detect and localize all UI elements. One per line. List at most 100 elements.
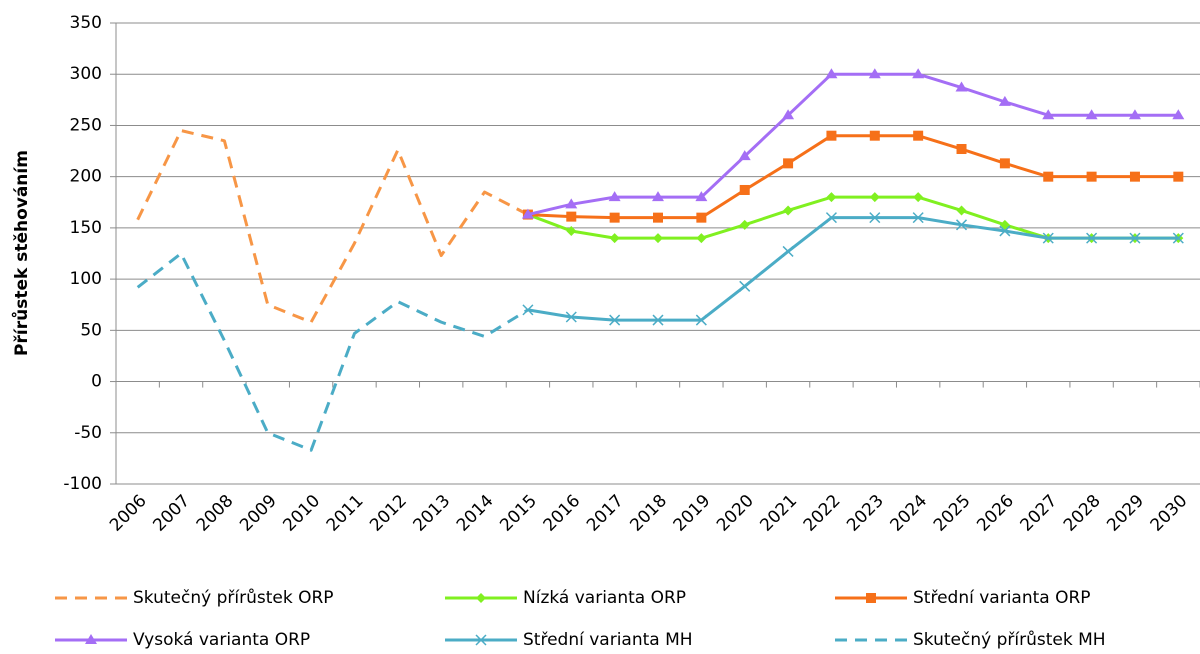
marker [653, 233, 663, 244]
marker [782, 109, 795, 120]
marker [913, 130, 924, 141]
marker [999, 219, 1010, 230]
x-tick-label: 2006 [106, 491, 151, 536]
marker [1172, 232, 1184, 244]
marker [1043, 171, 1054, 182]
marker [696, 233, 707, 244]
x-tick-label: 2022 [800, 491, 845, 536]
marker [1042, 232, 1054, 244]
marker [85, 634, 97, 644]
y-tick-label: 250 [70, 115, 102, 135]
marker [1042, 109, 1055, 120]
marker [522, 304, 534, 316]
marker [869, 130, 880, 141]
x-tick-label: 2017 [583, 491, 628, 536]
series-line [527, 216, 1179, 322]
x-tick-label: 2021 [756, 491, 801, 536]
x-tick-label: 2019 [670, 491, 715, 536]
x-tick-label: 2023 [843, 491, 888, 536]
marker [1129, 232, 1141, 244]
marker [609, 212, 620, 223]
y-tick-label: 300 [70, 64, 102, 84]
x-tick-label: 2011 [323, 491, 368, 536]
marker [652, 314, 664, 326]
x-tick-label: 2008 [193, 491, 238, 536]
x-tick-label: 2018 [626, 491, 671, 536]
x-tick-label: 2026 [973, 491, 1018, 536]
marker [999, 158, 1010, 169]
y-tick-label: -100 [63, 474, 102, 494]
marker [912, 68, 925, 79]
x-tick-label: 2009 [236, 491, 281, 536]
legend-label: Střední varianta MH [523, 630, 693, 650]
marker [695, 314, 707, 326]
marker [609, 314, 621, 326]
x-tick-label: 2020 [713, 491, 758, 536]
marker [653, 212, 663, 223]
marker [826, 192, 837, 203]
marker [738, 150, 751, 161]
y-tick-label: 0 [91, 372, 102, 392]
marker [783, 158, 794, 169]
marker [866, 593, 876, 603]
y-tick-label: -50 [74, 423, 102, 443]
series-line [136, 129, 529, 324]
marker [739, 219, 750, 230]
marker [475, 634, 487, 646]
x-tick-label: 2015 [496, 491, 541, 536]
marker [955, 81, 968, 92]
x-tick-label: 2013 [410, 491, 455, 536]
legend-marker [85, 634, 97, 644]
y-tick-label: 150 [70, 218, 102, 238]
marker [1173, 171, 1184, 182]
y-tick-label: 350 [70, 13, 102, 33]
x-tick-label: 2025 [930, 491, 975, 536]
marker [956, 144, 967, 155]
x-tick-label: 2029 [1103, 491, 1148, 536]
legend-label: Skutečný přírůstek ORP [133, 588, 334, 608]
x-tick-label: 2030 [1147, 491, 1192, 536]
marker [999, 225, 1011, 237]
x-tick-label: 2016 [540, 491, 585, 536]
marker [912, 212, 924, 224]
marker [1129, 171, 1140, 182]
x-tick-label: 2028 [1060, 491, 1105, 536]
y-tick-label: 50 [80, 320, 102, 340]
marker [652, 191, 664, 202]
legend-label: Nízká varianta ORP [523, 588, 686, 608]
marker [825, 68, 838, 79]
marker [739, 280, 751, 292]
series-line [136, 252, 529, 452]
marker [695, 191, 708, 202]
marker [609, 233, 620, 244]
marker [869, 212, 881, 224]
legend-label: Střední varianta ORP [913, 588, 1091, 608]
marker [566, 225, 577, 236]
legend-marker [476, 593, 486, 603]
marker [783, 205, 794, 216]
legend-marker [866, 593, 876, 603]
marker [826, 130, 837, 141]
marker [566, 211, 577, 222]
x-tick-label: 2024 [886, 491, 931, 536]
x-tick-label: 2012 [366, 491, 411, 536]
y-axis-label: Přírůstek stěhováním [10, 150, 32, 356]
series-line [527, 72, 1179, 217]
marker [782, 245, 794, 257]
x-tick-label: 2027 [1017, 491, 1062, 536]
x-tick-label: 2010 [279, 491, 324, 536]
legend-label: Vysoká varianta ORP [133, 630, 310, 650]
marker [825, 212, 837, 224]
legend-label: Skutečný přírůstek MH [913, 630, 1106, 650]
marker [565, 311, 577, 323]
marker [696, 212, 707, 223]
x-tick-label: 2014 [453, 491, 498, 536]
marker [869, 192, 880, 203]
marker [521, 208, 534, 219]
marker [1085, 109, 1098, 120]
x-tick-label: 2007 [149, 491, 194, 536]
marker [739, 184, 750, 195]
marker [1086, 232, 1098, 244]
marker [956, 205, 967, 216]
